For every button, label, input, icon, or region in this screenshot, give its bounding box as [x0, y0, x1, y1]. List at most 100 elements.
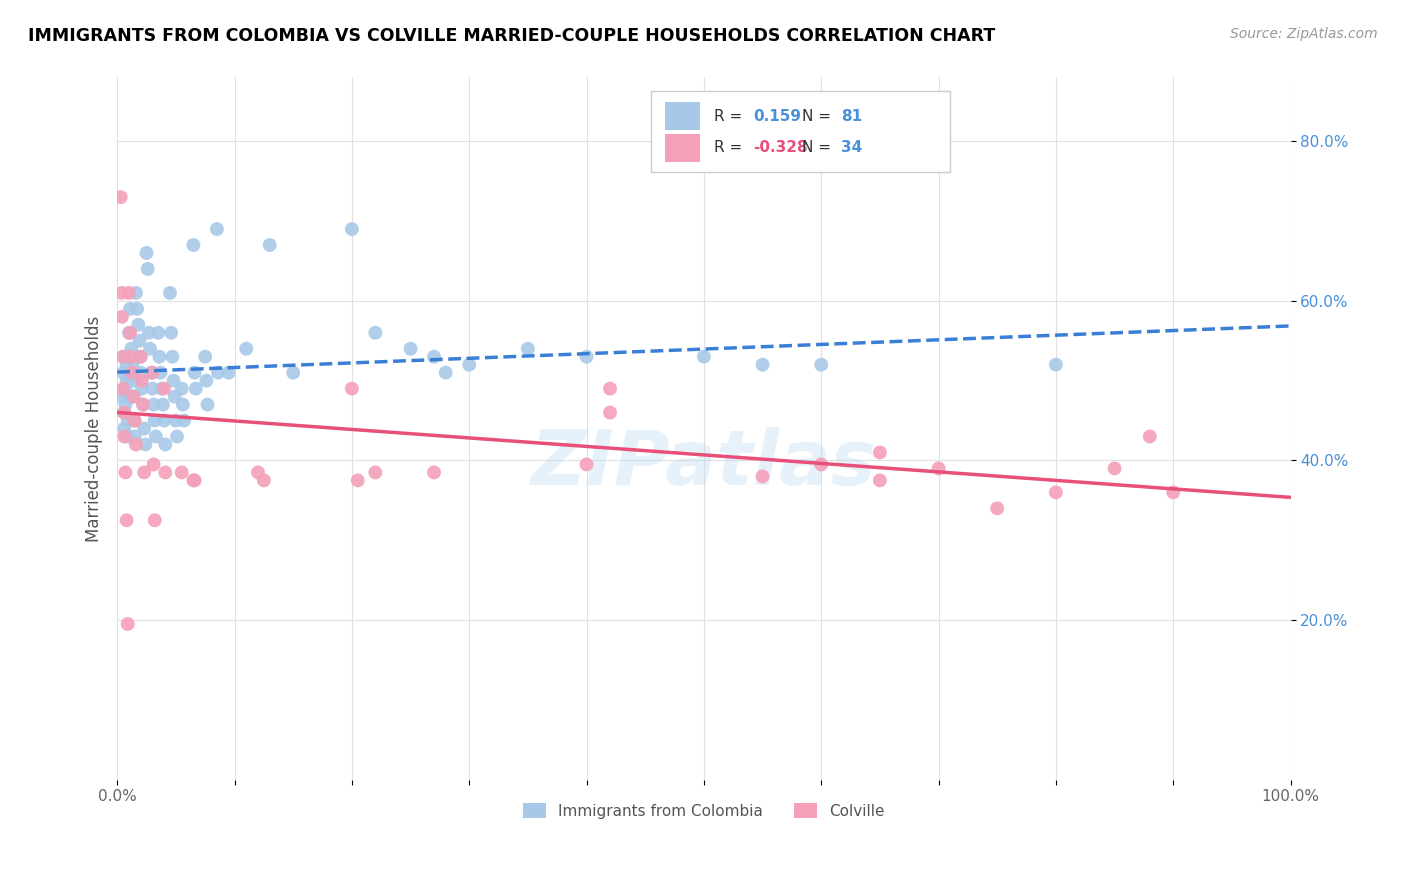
Point — [165, 413, 187, 427]
Point — [162, 350, 184, 364]
Point — [173, 413, 195, 427]
Point — [160, 326, 183, 340]
Point — [986, 501, 1008, 516]
Point — [141, 366, 163, 380]
Text: 0.159: 0.159 — [754, 109, 801, 124]
Point — [122, 390, 145, 404]
Point — [138, 326, 160, 340]
Point — [148, 326, 170, 340]
Point — [122, 390, 145, 404]
FancyBboxPatch shape — [651, 92, 950, 172]
Point — [129, 350, 152, 364]
Point — [162, 374, 184, 388]
Point — [112, 406, 135, 420]
Point — [170, 466, 193, 480]
Point — [458, 358, 481, 372]
Point — [143, 413, 166, 427]
Text: 34: 34 — [841, 140, 862, 155]
Point — [575, 458, 598, 472]
Point — [124, 429, 146, 443]
Point — [246, 466, 269, 480]
Point — [810, 358, 832, 372]
Point — [423, 350, 446, 364]
Point — [121, 358, 143, 372]
Point — [751, 358, 773, 372]
Point — [253, 474, 276, 488]
Point — [163, 390, 186, 404]
Point — [120, 326, 142, 340]
Text: IMMIGRANTS FROM COLOMBIA VS COLVILLE MARRIED-COUPLE HOUSEHOLDS CORRELATION CHART: IMMIGRANTS FROM COLOMBIA VS COLVILLE MAR… — [28, 27, 995, 45]
Point — [118, 390, 141, 404]
Text: Source: ZipAtlas.com: Source: ZipAtlas.com — [1230, 27, 1378, 41]
Point — [155, 466, 177, 480]
Point — [129, 366, 152, 380]
Point — [120, 301, 142, 316]
Point — [751, 469, 773, 483]
Legend: Immigrants from Colombia, Colville: Immigrants from Colombia, Colville — [517, 797, 890, 824]
Point — [117, 413, 139, 427]
Point — [121, 374, 143, 388]
Point — [575, 350, 598, 364]
Point — [121, 366, 143, 380]
Text: R =: R = — [714, 140, 748, 155]
Point — [111, 285, 134, 300]
Point — [118, 326, 141, 340]
Point — [114, 382, 136, 396]
Point — [112, 382, 135, 396]
Point — [127, 318, 149, 332]
Point — [928, 461, 950, 475]
Point — [599, 382, 621, 396]
Point — [218, 366, 240, 380]
Point — [131, 374, 153, 388]
Text: 81: 81 — [841, 109, 862, 124]
Point — [131, 382, 153, 396]
Point — [155, 437, 177, 451]
Point — [183, 474, 205, 488]
Point — [346, 474, 368, 488]
Point — [129, 350, 152, 364]
Point — [693, 350, 716, 364]
Point — [117, 429, 139, 443]
Point — [134, 437, 156, 451]
Point — [120, 350, 142, 364]
Point — [111, 310, 134, 324]
Y-axis label: Married-couple Households: Married-couple Households — [86, 316, 103, 541]
Point — [120, 342, 142, 356]
Point — [207, 366, 229, 380]
Point — [194, 350, 217, 364]
Point — [111, 390, 134, 404]
Point — [810, 458, 832, 472]
Point — [869, 474, 891, 488]
Point — [869, 445, 891, 459]
Point — [150, 382, 173, 396]
Point — [114, 398, 136, 412]
Point — [172, 398, 194, 412]
Point — [112, 421, 135, 435]
Text: N =: N = — [803, 140, 837, 155]
Point — [1139, 429, 1161, 443]
Point — [183, 238, 205, 252]
Point — [118, 285, 141, 300]
Point — [364, 466, 387, 480]
Point — [112, 429, 135, 443]
Point — [195, 374, 218, 388]
Point — [134, 466, 156, 480]
Point — [112, 350, 135, 364]
Point — [197, 398, 219, 412]
Point — [128, 334, 150, 348]
Point — [127, 301, 149, 316]
Point — [516, 342, 538, 356]
FancyBboxPatch shape — [665, 134, 700, 161]
Point — [142, 458, 165, 472]
Point — [340, 222, 363, 236]
Point — [125, 285, 148, 300]
Point — [145, 429, 167, 443]
Point — [110, 190, 132, 204]
Point — [143, 513, 166, 527]
Point — [132, 398, 155, 412]
Point — [141, 366, 163, 380]
Point — [134, 421, 156, 435]
Text: ZIPatlas: ZIPatlas — [531, 426, 877, 500]
FancyBboxPatch shape — [665, 102, 700, 130]
Point — [132, 398, 155, 412]
